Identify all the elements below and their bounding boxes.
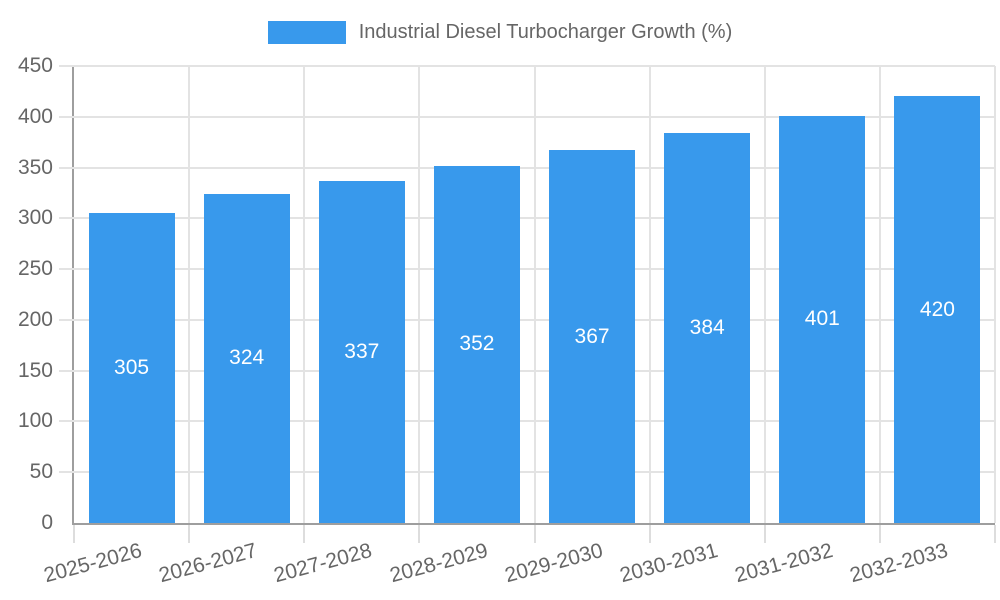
x-tick-mark [648,525,651,543]
x-tick-label: 2029-2030 [502,539,606,588]
x-tick-label: 2025-2026 [41,539,145,588]
x-tick-mark [994,525,996,543]
x-tick-mark [878,525,881,543]
gridline-vertical [188,66,191,523]
x-tick-mark [188,525,191,543]
gridline-horizontal [59,471,995,474]
y-tick-label: 300 [17,206,53,230]
y-tick-label: 50 [29,460,53,484]
x-tick-mark [73,525,75,543]
gridline-vertical [303,66,306,523]
y-tick-label: 150 [17,358,53,382]
gridline-horizontal [59,318,995,321]
gridline-vertical [878,66,881,523]
gridline-horizontal [59,166,995,169]
bar-value-label: 420 [919,297,955,321]
bar-2031-2032[interactable]: 401 [779,115,866,523]
gridline-vertical [763,66,766,523]
gridline-horizontal [59,369,995,372]
gridline-vertical [533,66,536,523]
bar-value-label: 401 [804,307,840,331]
bar-2032-2033[interactable]: 420 [894,96,981,523]
gridline-horizontal [59,115,995,118]
bar-2027-2028[interactable]: 337 [318,180,405,523]
plot-area: 305 324 337 352 367 384 401 420 [59,65,996,543]
x-tick-label: 2032-2033 [847,539,951,588]
x-tick-label: 2030-2031 [617,539,721,588]
gridline-horizontal [59,65,995,67]
bar-2026-2027[interactable]: 324 [203,193,290,523]
bar-2025-2026[interactable]: 305 [88,213,175,523]
x-tick-label: 2028-2029 [386,539,490,588]
gridline-horizontal [59,420,995,423]
x-tick-mark [533,525,536,543]
bar-value-label: 337 [344,339,380,363]
x-tick-label: 2031-2032 [732,539,836,588]
y-tick-label: 200 [17,307,53,331]
bar-value-label: 367 [574,324,610,348]
chart-legend[interactable]: Industrial Diesel Turbocharger Growth (%… [0,16,1000,48]
y-tick-label: 450 [17,54,53,77]
gridline-horizontal [59,217,995,220]
y-tick-label: 400 [17,104,53,128]
x-axis: 2025-2026 2026-2027 2027-2028 2028-2029 2029… [42,539,993,599]
bar-value-label: 324 [229,346,265,370]
x-tick-label: 2026-2027 [156,539,260,588]
x-tick-mark [763,525,766,543]
bar-value-label: 352 [459,332,495,356]
legend-swatch [267,20,346,44]
bar-2029-2030[interactable]: 367 [549,150,636,523]
bar-2028-2029[interactable]: 352 [433,165,520,523]
y-tick-label: 0 [41,511,53,534]
gridline-vertical [648,66,651,523]
x-tick-mark [303,525,306,543]
x-tick-mark [418,525,421,543]
gridline-horizontal [59,268,995,271]
x-tick-label: 2027-2028 [271,539,375,588]
gridline-vertical [994,66,996,523]
legend-label: Industrial Diesel Turbocharger Growth (%… [358,20,733,43]
bar-value-label: 305 [114,356,150,380]
y-tick-label: 250 [17,257,53,281]
bar-value-label: 384 [689,316,725,340]
y-tick-label: 100 [17,409,53,433]
y-tick-label: 350 [17,155,53,179]
bar-2030-2031[interactable]: 384 [664,133,751,523]
gridline-vertical [418,66,421,523]
